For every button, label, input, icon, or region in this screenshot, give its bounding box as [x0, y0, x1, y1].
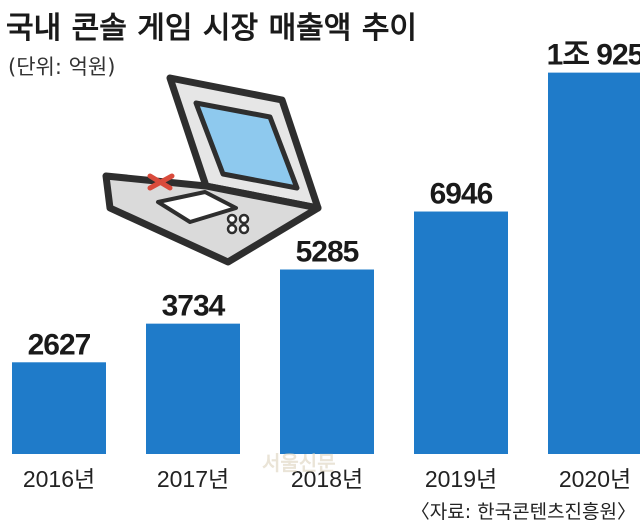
category-label-2016년: 2016년	[23, 466, 95, 492]
handheld-game-console-icon	[102, 74, 322, 266]
value-label-2018년: 5285	[296, 236, 359, 269]
chart-title: 국내 콘솔 게임 시장 매출액 추이	[6, 11, 417, 46]
watermark: 서울신문	[262, 451, 336, 475]
value-label-2017년: 3734	[162, 290, 226, 323]
value-label-2016년: 2627	[28, 328, 91, 361]
dpad-cross	[147, 173, 175, 191]
category-label-2019년: 2019년	[425, 466, 497, 492]
action-buttons	[226, 213, 250, 235]
bar-2016년	[12, 362, 106, 454]
bars-group: 2627 2016년 3734 2017년 5285 2018년 6946 2019년 1조 9…	[12, 39, 640, 492]
category-label-2017년: 2017년	[157, 466, 229, 492]
bar-2020년	[548, 72, 640, 455]
value-label-2019년: 6946	[430, 178, 493, 211]
category-label-2018년: 2018년	[291, 466, 363, 492]
unit-note: (단위: 억원)	[8, 55, 115, 79]
bar-2018년	[280, 269, 374, 454]
bar-2017년	[146, 323, 240, 454]
value-label-2020년: 1조 925	[547, 39, 640, 72]
source-note: 〈자료: 한국콘텐츠진흥원〉	[411, 501, 636, 523]
bar-2019년	[414, 211, 508, 454]
category-label-2020년: 2020년	[559, 466, 631, 492]
